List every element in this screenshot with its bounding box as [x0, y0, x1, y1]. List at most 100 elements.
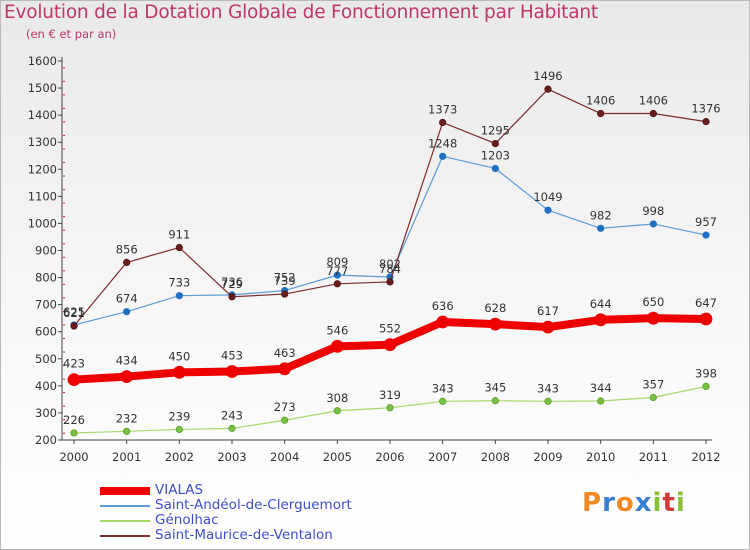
data-label: 453: [221, 349, 243, 363]
data-label: 1406: [639, 94, 668, 108]
data-label: 1248: [428, 136, 457, 150]
data-label: 344: [590, 381, 612, 395]
data-point: [649, 393, 657, 402]
data-label: 345: [484, 381, 506, 395]
legend-swatch: [100, 520, 150, 522]
data-label: 736: [221, 275, 243, 289]
data-label: 239: [168, 409, 190, 423]
x-tick-label: 2001: [112, 450, 141, 464]
x-tick-label: 2009: [533, 450, 562, 464]
data-label: 463: [274, 346, 296, 360]
data-point: [649, 220, 657, 228]
x-tick-label: 2010: [586, 450, 615, 464]
data-label: 450: [168, 349, 190, 363]
data-label: 856: [116, 242, 138, 256]
data-point: [491, 397, 499, 405]
y-tick-label: 1200: [28, 162, 57, 176]
data-point: [488, 317, 502, 331]
data-label: 1203: [481, 148, 510, 162]
logo-letter: o: [615, 488, 635, 518]
y-tick-label: 1100: [28, 189, 57, 203]
legend-label: Saint-Maurice-de-Ventalon: [155, 527, 333, 543]
data-label: 729: [221, 277, 243, 291]
data-point: [491, 139, 499, 148]
data-point: [333, 280, 341, 288]
data-label: 621: [63, 306, 85, 320]
data-label: 243: [221, 408, 243, 422]
legend-swatch: [100, 505, 150, 507]
data-label: 1406: [586, 94, 615, 108]
data-label: 628: [484, 301, 506, 315]
x-tick-label: 2011: [639, 450, 668, 464]
data-point: [544, 85, 552, 93]
data-label: 911: [168, 228, 190, 242]
legend-swatch: [100, 535, 150, 537]
x-tick-label: 2008: [481, 450, 510, 464]
data-point: [228, 424, 236, 432]
data-label: 674: [116, 292, 138, 306]
y-tick-label: 700: [35, 298, 57, 312]
logo-letter: x: [634, 488, 653, 518]
data-point: [597, 397, 605, 405]
data-point: [702, 231, 710, 239]
y-tick-label: 1000: [28, 216, 57, 230]
data-point: [281, 416, 289, 424]
y-tick-label: 1300: [28, 135, 57, 149]
data-point: [386, 404, 394, 412]
x-tick-label: 2012: [691, 450, 720, 464]
data-point: [594, 313, 608, 327]
data-label: 434: [116, 354, 138, 368]
data-point: [123, 427, 131, 435]
data-label: 636: [432, 299, 454, 313]
data-label: 398: [695, 366, 717, 380]
x-tick-label: 2007: [428, 450, 457, 464]
data-point: [544, 397, 552, 405]
data-point: [702, 118, 710, 126]
data-label: 809: [326, 255, 348, 269]
data-label: 1049: [533, 190, 562, 204]
x-tick-label: 2004: [270, 450, 299, 464]
y-tick-label: 1400: [28, 108, 57, 122]
data-label: 546: [326, 323, 348, 337]
data-label: 802: [379, 257, 401, 271]
data-label: 319: [379, 388, 401, 402]
logo-letter: P: [582, 488, 603, 518]
y-tick-label: 300: [35, 406, 57, 420]
data-point: [699, 312, 713, 326]
data-point: [70, 322, 78, 330]
data-labels: 423 434 450 453 463 546 552 636 628 617 644 650 647 6…: [63, 69, 721, 427]
legend-swatch: [100, 487, 150, 495]
data-label: 739: [274, 274, 296, 288]
data-point: [597, 224, 605, 232]
data-point: [491, 164, 499, 173]
data-label: 343: [432, 381, 454, 395]
data-label: 357: [642, 377, 664, 391]
data-point: [383, 338, 397, 352]
data-label: 752: [274, 271, 296, 285]
data-point: [172, 365, 186, 379]
data-label: 777: [326, 264, 348, 278]
data-label: 957: [695, 215, 717, 229]
logo-letter: i: [652, 488, 663, 518]
series-layer: [67, 85, 713, 437]
data-label: 784: [379, 262, 401, 276]
proxiti-logo: Proxiti: [582, 488, 686, 518]
y-tick-label: 600: [35, 325, 57, 339]
data-point: [649, 109, 657, 118]
data-label: 232: [116, 411, 138, 425]
data-point: [228, 293, 236, 301]
data-label: 998: [642, 204, 664, 218]
x-tick-label: 2006: [375, 450, 404, 464]
data-label: 343: [537, 381, 559, 395]
y-tick-label: 800: [35, 271, 57, 285]
data-point: [123, 308, 131, 316]
data-label: 552: [379, 322, 401, 336]
data-point: [123, 258, 131, 267]
data-label: 982: [590, 208, 612, 222]
data-label: 423: [63, 357, 85, 371]
legend-label: VIALAS: [155, 482, 204, 498]
data-point: [439, 397, 447, 405]
data-point: [702, 382, 710, 390]
data-label: 733: [168, 276, 190, 290]
